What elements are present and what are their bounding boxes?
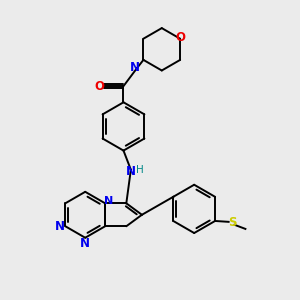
Text: N: N [130, 61, 140, 74]
Text: S: S [228, 216, 236, 229]
Text: O: O [176, 31, 186, 44]
Text: N: N [104, 196, 113, 206]
Text: O: O [94, 80, 104, 93]
Text: H: H [136, 165, 144, 175]
Text: N: N [80, 236, 90, 250]
Text: N: N [126, 165, 136, 178]
Text: N: N [55, 220, 65, 233]
